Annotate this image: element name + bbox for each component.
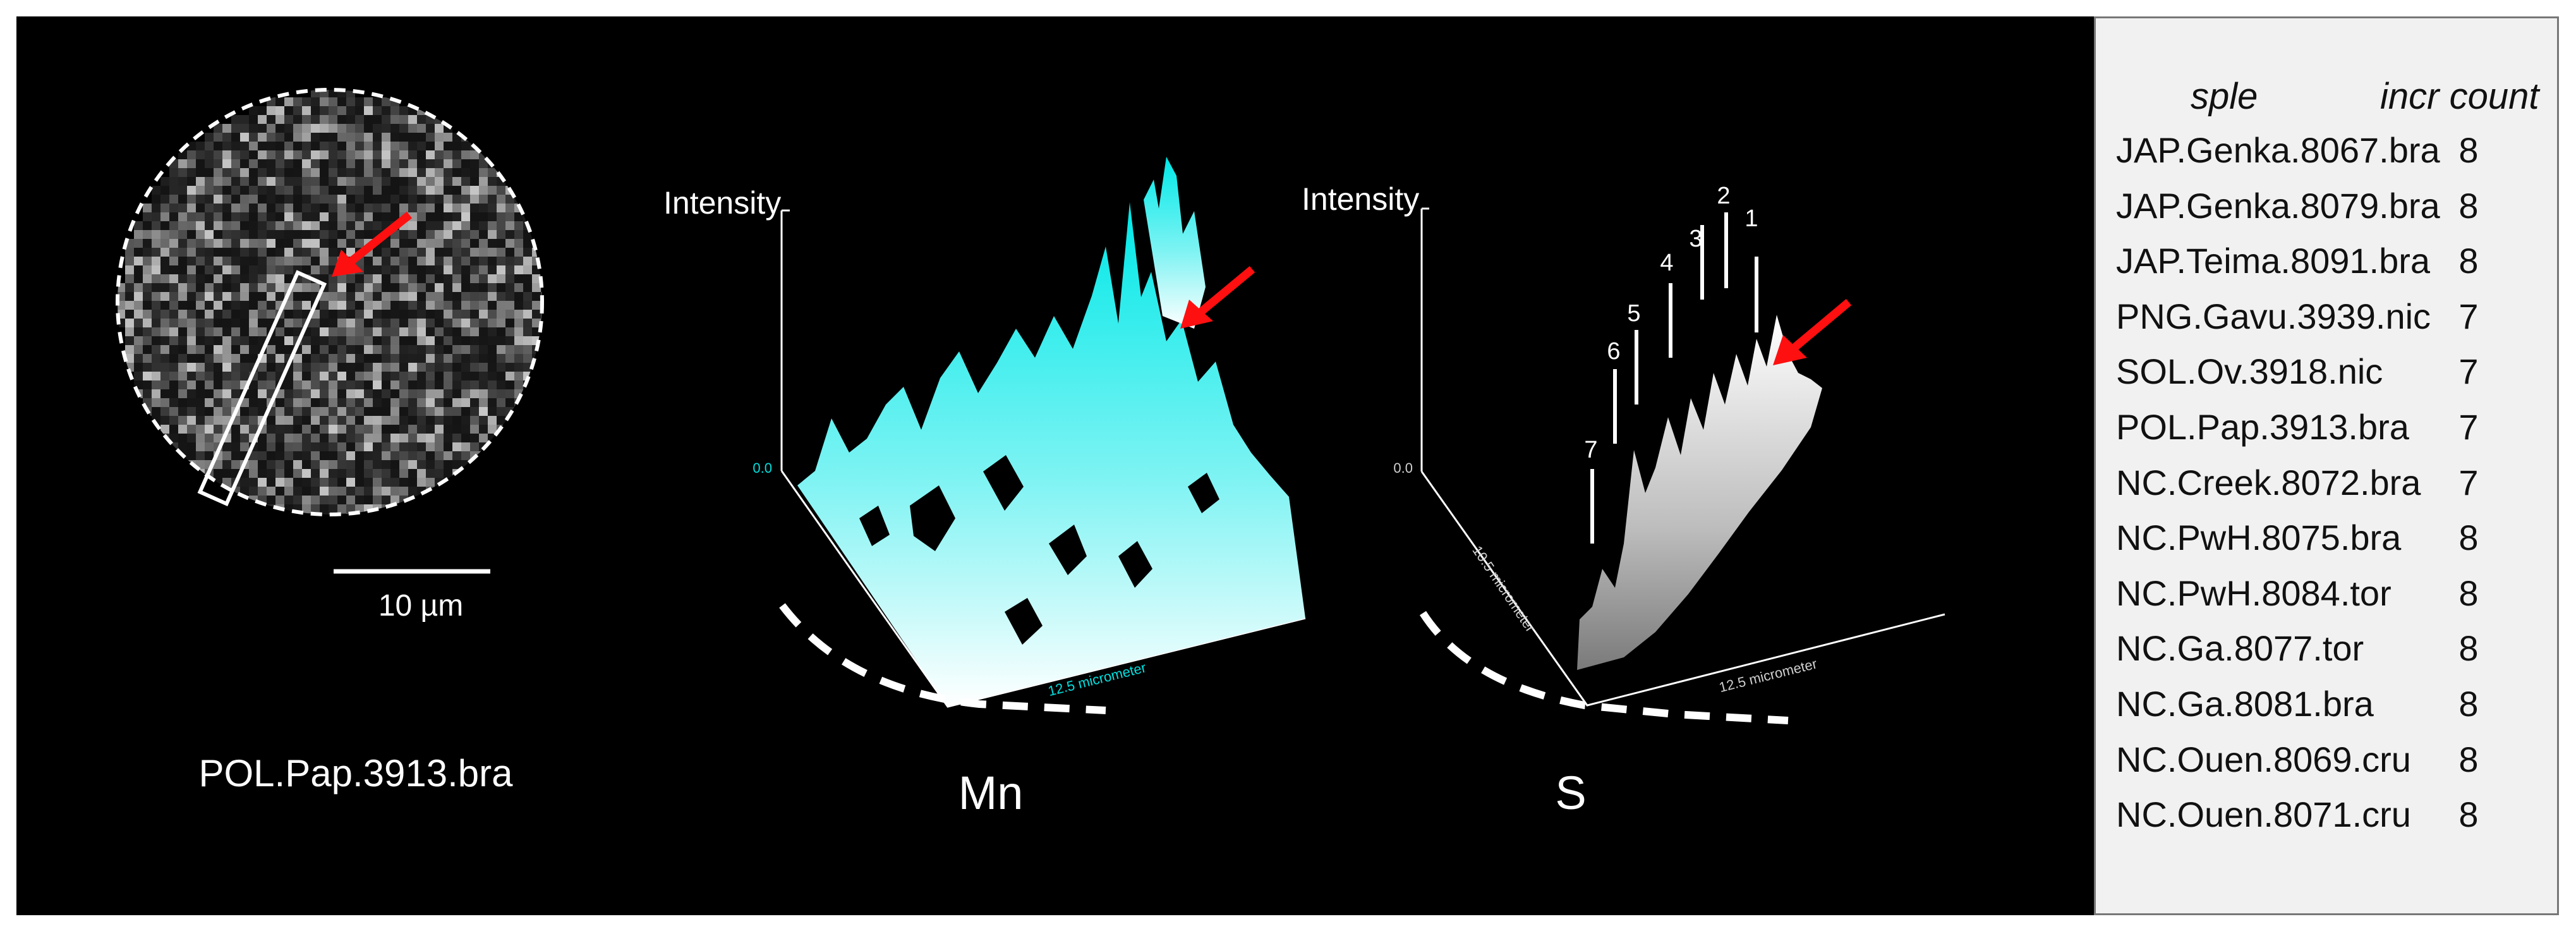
s-intensity-label: Intensity — [1302, 181, 1419, 217]
table-row-sample: JAP.Teima.8091.bra — [2116, 241, 2431, 281]
sample-name: POL.Pap.3913.bra — [198, 752, 513, 794]
table-row-sample: PNG.Gavu.3939.nic — [2116, 296, 2431, 336]
table-row-sample: POL.Pap.3913.bra — [2116, 407, 2409, 447]
table-row-count: 8 — [2458, 241, 2479, 281]
scale-bar-label: 10 µm — [378, 589, 463, 623]
s-base-axes — [1420, 471, 1945, 707]
mn-intensity-label: Intensity — [663, 185, 781, 221]
table-row-sample: JAP.Genka.8079.bra — [2116, 185, 2440, 226]
s-peak-label-6: 6 — [1607, 338, 1620, 365]
table-row-sample: NC.Creek.8072.bra — [2116, 462, 2421, 502]
table-row-count: 7 — [2458, 351, 2479, 392]
table-row-count: 8 — [2458, 739, 2479, 779]
table-row-count: 7 — [2458, 462, 2479, 502]
s-zero-label: 0.0 — [1393, 460, 1413, 476]
s-dashed-arc — [1419, 611, 1789, 724]
table-row-count: 8 — [2458, 185, 2479, 226]
table-row-count: 8 — [2458, 628, 2479, 669]
mn-zero-label: 0.0 — [753, 460, 772, 476]
table-row-count: 7 — [2458, 407, 2479, 447]
table-row-sample: JAP.Genka.8067.bra — [2116, 130, 2440, 170]
table-row-sample: NC.PwH.8075.bra — [2116, 518, 2402, 558]
mn-element-label: Mn — [958, 767, 1024, 819]
s-surface — [1577, 315, 1822, 670]
sample-count-table: sple incr count JAP.Genka.8067.bra 8 JAP.G… — [2094, 16, 2559, 915]
table-row-sample: NC.Ga.8077.tor — [2116, 628, 2364, 669]
s-peak-label-4: 4 — [1660, 250, 1673, 276]
s-peak-label-1: 1 — [1745, 205, 1758, 232]
s-peak-markers — [1590, 212, 1758, 544]
profile-rectangle — [197, 270, 327, 506]
table-row-count: 8 — [2458, 573, 2479, 613]
table-row-count: 8 — [2458, 794, 2479, 835]
table-row-count: 8 — [2458, 684, 2479, 724]
table-row-sample: NC.Ga.8081.bra — [2116, 684, 2374, 724]
table-row-sample: NC.PwH.8084.tor — [2116, 573, 2392, 613]
s-peak-label-5: 5 — [1627, 300, 1640, 327]
red-arrow-mn — [1180, 265, 1255, 329]
red-arrow-sample — [332, 211, 413, 277]
sample-outline — [116, 88, 544, 516]
s-element-label: S — [1555, 767, 1586, 819]
table-row-sample: NC.Ouen.8071.cru — [2116, 794, 2411, 835]
table-row-count: 8 — [2458, 130, 2479, 170]
red-arrow-s — [1773, 299, 1852, 365]
table-row-count: 8 — [2458, 518, 2479, 558]
s-peak-label-7: 7 — [1584, 437, 1597, 463]
mn-main-peak — [1144, 157, 1206, 329]
table-header-sample: sple — [2191, 76, 2258, 117]
table-row-sample: SOL.Ov.3918.nic — [2116, 351, 2383, 392]
mn-surface — [797, 202, 1305, 707]
s-peak-label-3: 3 — [1689, 226, 1702, 252]
table-header-count: incr count — [2380, 76, 2539, 117]
mn-plot: Intensity 0.0 12.5 micrometer Mn — [663, 157, 1306, 819]
table-row-count: 7 — [2458, 296, 2479, 336]
s-peak-labels: 1 2 3 4 5 6 7 — [1584, 183, 1758, 463]
s-peak-label-2: 2 — [1717, 183, 1730, 209]
mn-dark-gaps — [859, 455, 1219, 645]
table-row-sample: NC.Ouen.8069.cru — [2116, 739, 2411, 779]
